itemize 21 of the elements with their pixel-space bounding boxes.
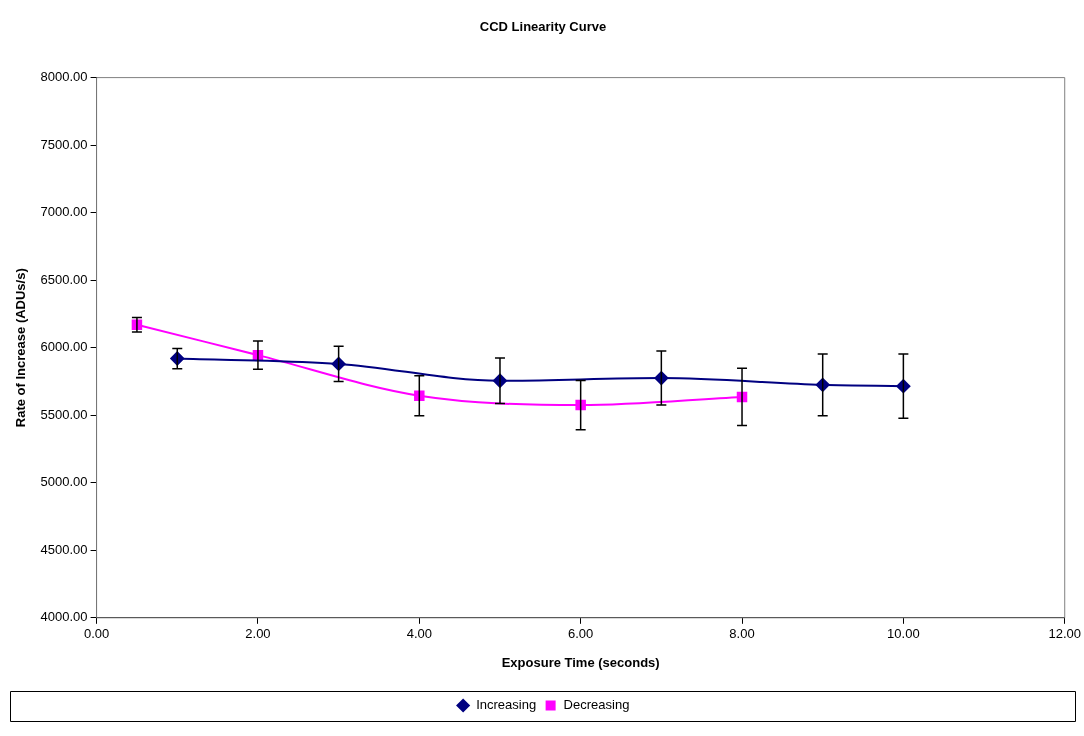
x-tick-label: 12.00 [1048, 626, 1082, 642]
y-tick-label: 7000.00 [40, 204, 88, 220]
x-tick-label: 0.00 [83, 626, 110, 642]
y-tick-label: 5000.00 [40, 474, 88, 490]
x-tick-label: 6.00 [568, 626, 594, 642]
x-tick-label: 10.00 [887, 626, 920, 642]
y-axis-title: Rate of Increase (ADUs/s) [13, 268, 29, 428]
x-tick-label: 4.00 [406, 626, 432, 642]
chart-title: CCD Linearity Curve [479, 19, 607, 35]
x-tick-label: 8.00 [729, 626, 755, 642]
y-tick-label: 5500.00 [40, 406, 88, 422]
y-tick-label: 4000.00 [40, 609, 88, 625]
y-tick-label: 8000.00 [40, 69, 88, 85]
x-tick-label: 2.00 [245, 626, 271, 642]
y-tick-label: 4500.00 [40, 541, 88, 557]
x-axis-title: Exposure Time (seconds) [501, 654, 660, 670]
y-tick-label: 6500.00 [40, 271, 88, 287]
y-tick-label: 6000.00 [40, 339, 88, 355]
legend-label: Decreasing [563, 697, 630, 713]
y-tick-label: 7500.00 [40, 136, 88, 152]
legend-label: Increasing [476, 697, 537, 713]
